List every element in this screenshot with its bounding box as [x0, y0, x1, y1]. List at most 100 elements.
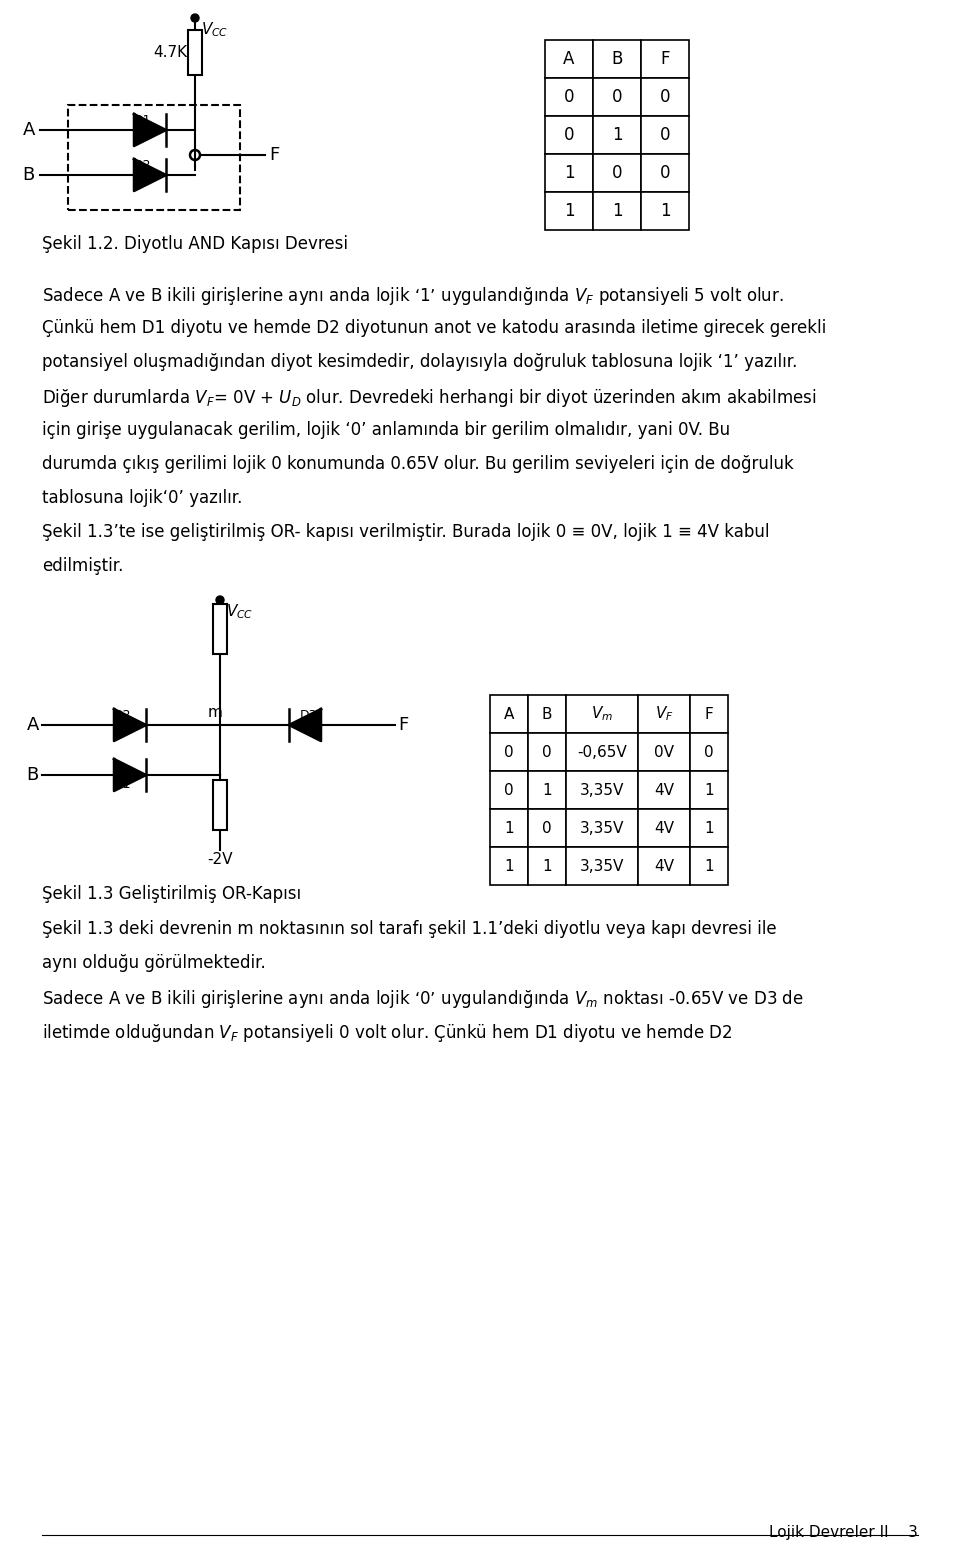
Bar: [566, 809, 638, 847]
Bar: [566, 771, 638, 809]
Bar: [690, 809, 728, 847]
Text: A: A: [27, 716, 39, 734]
Bar: [638, 847, 690, 884]
Text: 0: 0: [612, 88, 622, 105]
Text: F: F: [398, 716, 408, 734]
Bar: [528, 733, 566, 771]
Bar: [213, 781, 227, 830]
Text: $V_{CC}$: $V_{CC}$: [201, 20, 228, 39]
Bar: [638, 733, 690, 771]
Bar: [545, 40, 593, 77]
Bar: [638, 771, 690, 809]
Text: 1: 1: [612, 201, 622, 220]
Bar: [490, 696, 528, 733]
Bar: [593, 40, 641, 77]
Text: tablosuna lojik‘0’ yazılır.: tablosuna lojik‘0’ yazılır.: [42, 489, 242, 507]
Bar: [641, 77, 689, 116]
Text: F: F: [269, 146, 279, 164]
Text: -0,65V: -0,65V: [577, 745, 627, 759]
Bar: [528, 809, 566, 847]
Bar: [566, 847, 638, 884]
Text: 0: 0: [705, 745, 714, 759]
Text: 1: 1: [542, 858, 552, 874]
Text: Şekil 1.2. Diyotlu AND Kapısı Devresi: Şekil 1.2. Diyotlu AND Kapısı Devresi: [42, 235, 348, 252]
Text: 4V: 4V: [654, 782, 674, 798]
Text: Çünkü hem D1 diyotu ve hemde D2 diyotunun anot ve katodu arasında iletime girece: Çünkü hem D1 diyotu ve hemde D2 diyotunu…: [42, 319, 827, 338]
Polygon shape: [114, 709, 146, 740]
Bar: [188, 29, 202, 74]
Bar: [566, 733, 638, 771]
Text: 1: 1: [564, 164, 574, 181]
Text: 1: 1: [564, 201, 574, 220]
Bar: [545, 192, 593, 229]
Text: 3,35V: 3,35V: [580, 858, 624, 874]
Bar: [641, 153, 689, 192]
Text: B: B: [27, 767, 39, 784]
Text: 0: 0: [660, 125, 670, 144]
Text: 0: 0: [660, 88, 670, 105]
Text: 3,35V: 3,35V: [580, 821, 624, 835]
Text: 4V: 4V: [654, 821, 674, 835]
Text: Şekil 1.3’te ise geliştirilmiş OR- kapısı verilmiştir. Burada lojik 0 ≡ 0V, loji: Şekil 1.3’te ise geliştirilmiş OR- kapıs…: [42, 524, 770, 541]
Bar: [641, 40, 689, 77]
Text: 0: 0: [542, 745, 552, 759]
Text: B: B: [541, 706, 552, 722]
Bar: [490, 847, 528, 884]
Polygon shape: [134, 160, 166, 191]
Bar: [490, 733, 528, 771]
Text: iletimde olduğundan $V_F$ potansiyeli 0 volt olur. Çünkü hem D1 diyotu ve hemde : iletimde olduğundan $V_F$ potansiyeli 0 …: [42, 1022, 732, 1044]
Bar: [490, 809, 528, 847]
Text: A: A: [564, 50, 575, 68]
Text: 0: 0: [564, 88, 574, 105]
Text: için girişe uygulanacak gerilim, lojik ‘0’ anlamında bir gerilim olmalıdır, yani: için girişe uygulanacak gerilim, lojik ‘…: [42, 421, 731, 438]
Text: F: F: [660, 50, 670, 68]
Text: 1: 1: [504, 821, 514, 835]
Circle shape: [216, 596, 224, 604]
Text: m: m: [207, 705, 223, 720]
Text: durumda çıkış gerilimi lojik 0 konumunda 0.65V olur. Bu gerilim seviyeleri için : durumda çıkış gerilimi lojik 0 konumunda…: [42, 455, 794, 472]
Text: D2: D2: [134, 160, 152, 172]
Text: D1: D1: [134, 115, 152, 127]
Text: 0: 0: [612, 164, 622, 181]
Text: potansiyel oluşmadığından diyot kesimdedir, dolayısıyla doğruluk tablosuna lojik: potansiyel oluşmadığından diyot kesimded…: [42, 353, 798, 372]
Text: aynı olduğu görülmektedir.: aynı olduğu görülmektedir.: [42, 954, 266, 973]
Text: 0: 0: [542, 821, 552, 835]
Bar: [593, 116, 641, 153]
Bar: [593, 153, 641, 192]
Bar: [690, 771, 728, 809]
Text: B: B: [23, 166, 35, 184]
Polygon shape: [289, 709, 321, 740]
Bar: [528, 696, 566, 733]
Text: Diğer durumlarda $V_F$= 0V + $U_D$ olur. Devredeki herhangi bir diyot üzerinden : Diğer durumlarda $V_F$= 0V + $U_D$ olur.…: [42, 387, 816, 409]
Polygon shape: [114, 759, 146, 792]
Text: B: B: [612, 50, 623, 68]
Text: D1: D1: [114, 778, 132, 792]
Bar: [690, 733, 728, 771]
Text: 1: 1: [612, 125, 622, 144]
Bar: [593, 192, 641, 229]
Text: $V_{CC}$: $V_{CC}$: [226, 603, 253, 621]
Text: Sadece A ve B ikili girişlerine aynı anda lojik ‘0’ uygulandığında $V_m$ noktası: Sadece A ve B ikili girişlerine aynı and…: [42, 988, 804, 1010]
Bar: [566, 696, 638, 733]
Text: 4.7K: 4.7K: [153, 45, 187, 59]
Text: $V_m$: $V_m$: [591, 705, 613, 723]
Bar: [528, 771, 566, 809]
Text: 1: 1: [705, 858, 714, 874]
Text: Lojik Devreler II    3: Lojik Devreler II 3: [769, 1526, 918, 1540]
Text: 1: 1: [542, 782, 552, 798]
Text: Şekil 1.3 Geliştirilmiş OR-Kapısı: Şekil 1.3 Geliştirilmiş OR-Kapısı: [42, 884, 301, 903]
Text: edilmiştir.: edilmiştir.: [42, 558, 124, 575]
Bar: [638, 809, 690, 847]
Bar: [593, 77, 641, 116]
Polygon shape: [134, 115, 166, 146]
Text: D2: D2: [114, 709, 132, 722]
Text: 4V: 4V: [654, 858, 674, 874]
Text: F: F: [705, 706, 713, 722]
Text: 0: 0: [504, 745, 514, 759]
Bar: [638, 696, 690, 733]
Text: Sadece A ve B ikili girişlerine aynı anda lojik ‘1’ uygulandığında $V_F$ potansi: Sadece A ve B ikili girişlerine aynı and…: [42, 285, 784, 307]
Text: 1: 1: [504, 858, 514, 874]
Bar: [213, 604, 227, 654]
Text: 1: 1: [705, 782, 714, 798]
Text: 0: 0: [660, 164, 670, 181]
